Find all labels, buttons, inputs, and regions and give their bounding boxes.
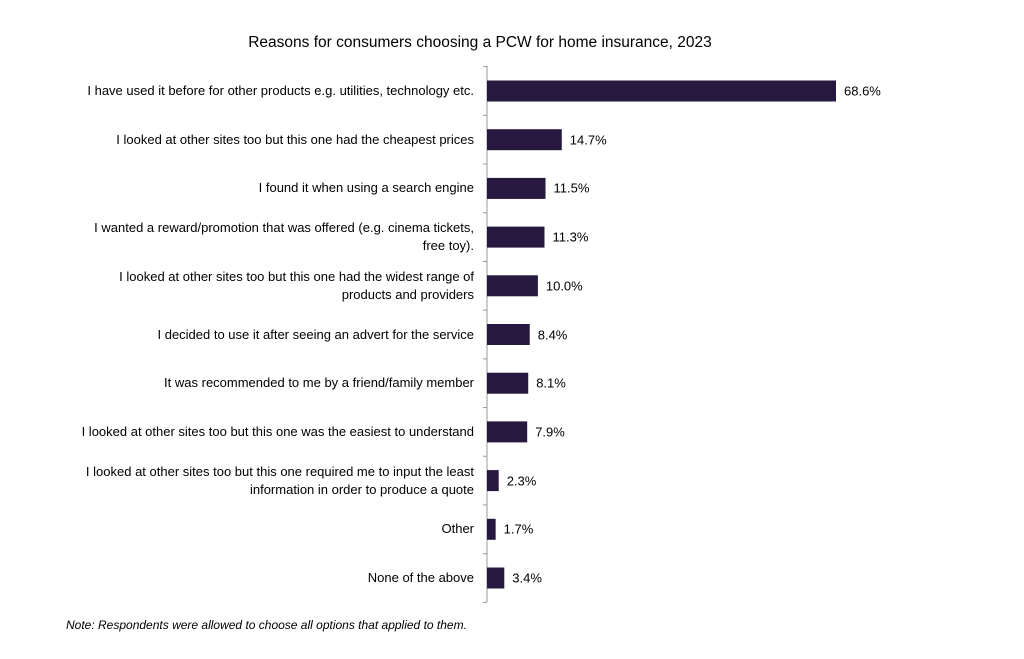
bar bbox=[487, 324, 530, 345]
bar bbox=[487, 275, 538, 297]
value-label: 2.3% bbox=[506, 473, 537, 489]
note: Note: Respondents were allowed to choose… bbox=[66, 618, 467, 632]
category-label: It was recommended to me by a friend/fam… bbox=[164, 375, 474, 391]
category-label: I looked at other sites too but this one… bbox=[116, 131, 474, 147]
value-label: 1.7% bbox=[503, 521, 534, 537]
bar bbox=[487, 518, 496, 540]
value-label: 11.3% bbox=[552, 229, 589, 245]
category-label: I looked at other sites too but this one… bbox=[119, 268, 474, 302]
bar bbox=[487, 567, 505, 589]
category-label: Other bbox=[441, 521, 474, 537]
value-label: 14.7% bbox=[569, 132, 607, 148]
category-label: I found it when using a search engine bbox=[258, 180, 474, 196]
category-label: I decided to use it after seeing an adve… bbox=[157, 326, 474, 342]
value-label: 68.6% bbox=[844, 83, 881, 99]
value-label: 8.4% bbox=[537, 327, 568, 342]
category-label: I wanted a reward/promotion that was off… bbox=[94, 220, 474, 254]
value-label: 11.5% bbox=[553, 180, 590, 196]
chart-title: Reasons for consumers choosing a PCW for… bbox=[248, 34, 712, 51]
value-label: 7.9% bbox=[535, 424, 565, 440]
category-label: I have used it before for other products… bbox=[87, 83, 474, 98]
bar bbox=[487, 470, 499, 492]
category-label: I looked at other sites too but this one… bbox=[85, 463, 474, 497]
category-label: I looked at other sites too but this one… bbox=[81, 423, 474, 439]
value-label: 3.4% bbox=[512, 570, 542, 586]
bar bbox=[487, 421, 528, 443]
value-label: 10.0% bbox=[545, 278, 583, 294]
bar bbox=[487, 129, 562, 151]
bar bbox=[487, 226, 545, 248]
category-label: None of the above bbox=[367, 570, 474, 585]
value-label: 8.1% bbox=[536, 375, 566, 391]
bar bbox=[487, 80, 836, 102]
bar bbox=[487, 177, 546, 199]
bar bbox=[487, 372, 529, 394]
